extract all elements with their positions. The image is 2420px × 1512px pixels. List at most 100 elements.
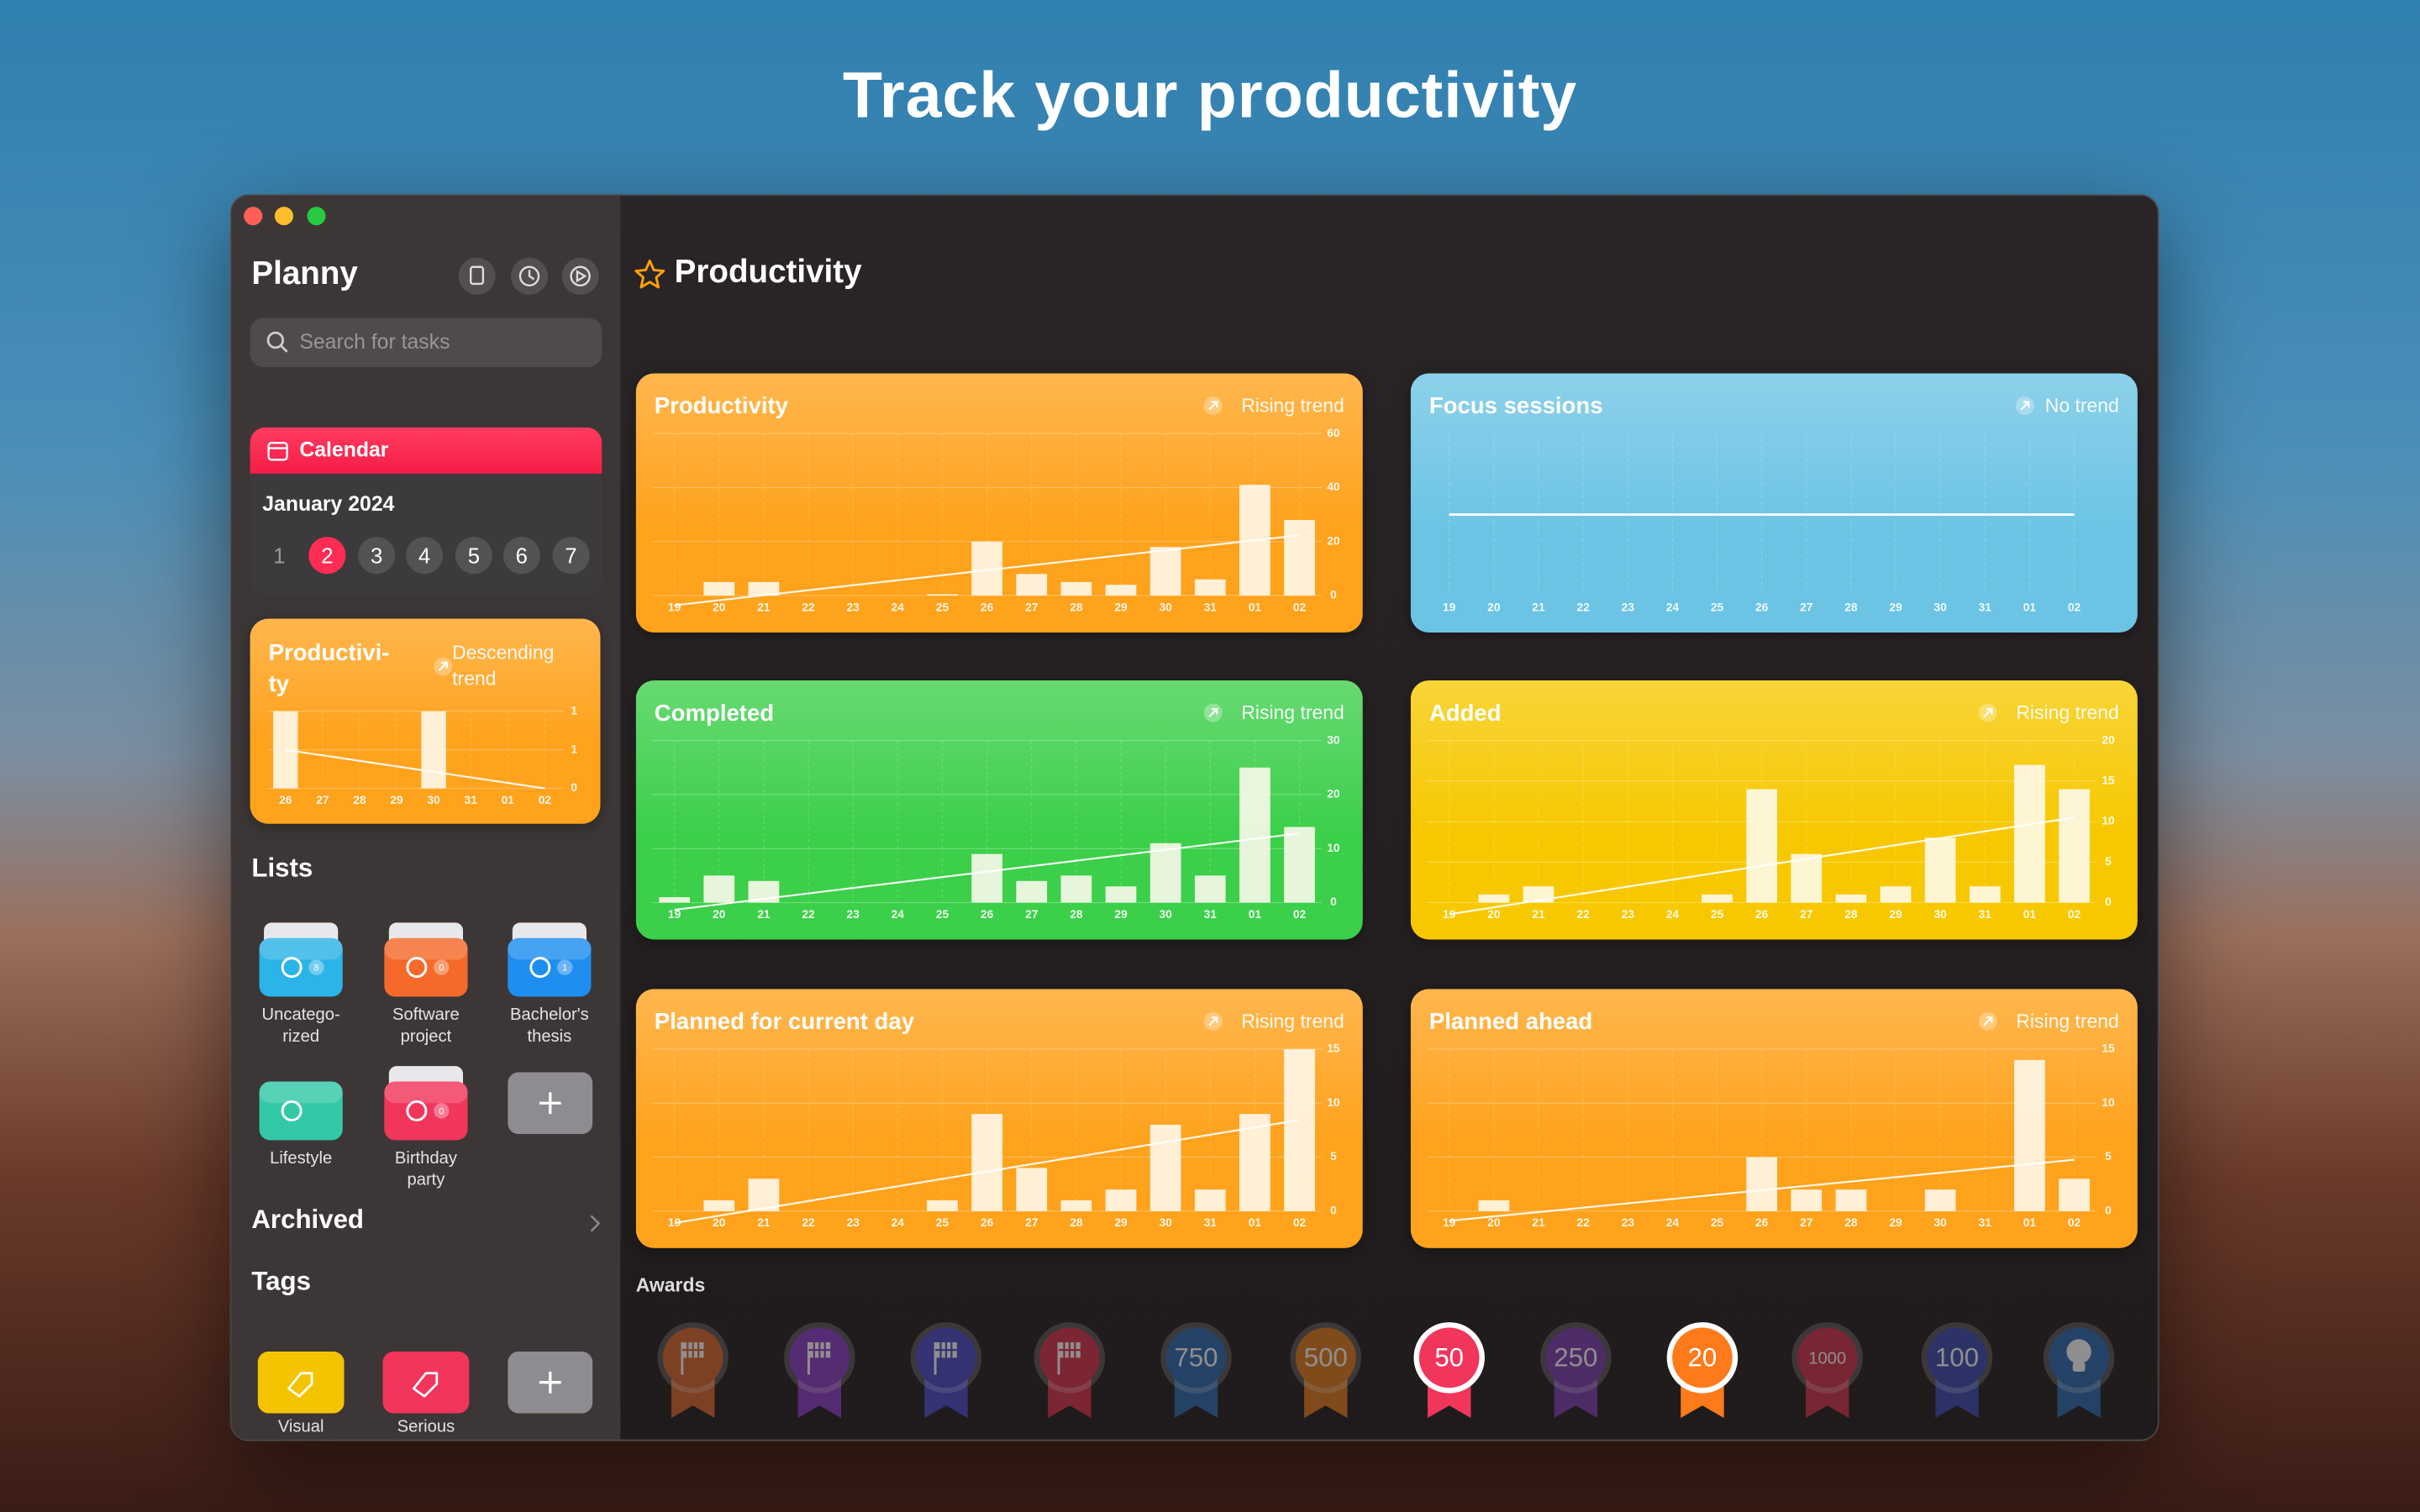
list-folder[interactable]: 0: [383, 916, 470, 1000]
chart-card[interactable]: 19 20 21 22 23 24 25 26 27 28 29 30 31 01 02 0 5 10 15 20 Ad…: [1410, 680, 2138, 940]
chart-card[interactable]: 19 20 21 22 23 24 25 26 27 28 29 30 31 01 02 0 5 10 15 Plan…: [1410, 989, 2138, 1248]
folder-icon: [281, 957, 302, 979]
x-tick-label: 25: [936, 601, 950, 613]
icon: [267, 441, 288, 461]
x-tick-label: 30: [427, 794, 440, 806]
trend-line: [674, 534, 1300, 606]
list-name: Lifestyle: [270, 1149, 333, 1168]
award-badge: 20: [1666, 1322, 1739, 1418]
list-name: Bachelor's thesis: [510, 1005, 589, 1046]
archived-row[interactable]: Archived: [251, 1205, 365, 1235]
chart-title: Productivi-ty: [268, 640, 390, 698]
x-tick-label: 26: [981, 601, 994, 613]
x-tick-label: 31: [465, 794, 478, 806]
award-label: 1000: [1808, 1350, 1846, 1368]
x-tick-label: 29: [1114, 1216, 1128, 1229]
calendar-day[interactable]: 6: [502, 537, 540, 575]
chart-title: Added: [1428, 700, 1502, 727]
x-tick-label: 25: [1711, 908, 1724, 921]
minimize-button[interactable]: [274, 207, 293, 226]
headline: Track your productivity: [842, 58, 1578, 132]
list-folder[interactable]: 0: [383, 1060, 470, 1143]
trend-icon: [1202, 1011, 1222, 1031]
chart-title: Focus sessions: [1428, 393, 1603, 420]
tag-button[interactable]: [257, 1351, 345, 1414]
search-icon: [266, 331, 288, 353]
chart-card[interactable]: 19 20 21 22 23 24 25 26 27 28 29 30 31 01 02 0 10 20 30 Com…: [635, 680, 1363, 940]
trend-line: [674, 1119, 1300, 1225]
page-title: Productivity: [674, 255, 862, 291]
plus-icon: [539, 1371, 561, 1394]
calendar-day[interactable]: 1: [273, 543, 286, 568]
toolbar-button[interactable]: [509, 256, 550, 297]
y-tick-label: 0: [2105, 895, 2112, 908]
trend-icon: [1977, 1011, 1997, 1031]
x-tick-label: 21: [757, 1216, 771, 1229]
bar: [1016, 880, 1048, 903]
x-tick-label: 31: [1204, 1216, 1218, 1229]
award-badge: 500: [1290, 1322, 1362, 1418]
bar: [1016, 574, 1048, 596]
icon: [1207, 707, 1218, 717]
calendar-widget[interactable]: Calendar January 2024 1 2 3 4 5 6 7: [250, 427, 602, 595]
x-tick-label: 21: [1532, 1216, 1545, 1229]
x-tick-label: 24: [892, 1216, 905, 1229]
x-tick-label: 26: [1755, 601, 1769, 613]
add-button[interactable]: [508, 1072, 593, 1135]
x-tick-label: 27: [1800, 1216, 1813, 1229]
bar: [2059, 1179, 2090, 1211]
list-folder[interactable]: 1: [506, 916, 592, 1000]
calendar-title: Calendar: [299, 438, 389, 462]
x-tick-label: 27: [1025, 601, 1039, 613]
x-tick-label: 22: [802, 1216, 815, 1229]
bar: [2014, 764, 2045, 903]
chart-card[interactable]: 19 20 21 22 23 24 25 26 27 28 29 30 31 01 02 0 20 40 60 Pro…: [635, 373, 1363, 633]
x-tick-label: 27: [1025, 1216, 1039, 1229]
x-tick-label: 28: [1070, 601, 1083, 613]
award-badge: 1000: [1791, 1322, 1863, 1418]
toolbar-button[interactable]: [457, 256, 497, 297]
y-tick-label: 30: [1327, 733, 1340, 746]
icon: [2066, 1339, 2091, 1364]
calendar-day[interactable]: 4: [406, 537, 444, 575]
count-badge: [434, 959, 450, 975]
x-tick-label: 01: [1249, 601, 1262, 613]
bar: [1702, 894, 1733, 903]
calendar-day[interactable]: 5: [455, 537, 492, 575]
bar: [1150, 547, 1181, 596]
medal-face: [1295, 1327, 1356, 1389]
bar: [1150, 1124, 1181, 1211]
icon: [528, 270, 535, 281]
calendar-day[interactable]: 3: [358, 537, 396, 575]
close-button[interactable]: [244, 207, 263, 226]
trend-line: [285, 748, 545, 790]
chart-card[interactable]: 19 20 21 22 23 24 25 26 27 28 29 30 31 01 02 0 5 10 15 Plan…: [635, 989, 1363, 1248]
icon: [1982, 1016, 1992, 1026]
icon: [266, 331, 285, 349]
bar: [1835, 894, 1867, 903]
list-folder[interactable]: 8: [258, 916, 345, 1000]
list-count: 0: [439, 1106, 444, 1116]
chart-trend: Rising trend: [1241, 395, 1344, 417]
bar: [273, 711, 298, 789]
calendar-day[interactable]: 7: [552, 537, 590, 575]
chart-card[interactable]: 26 27 28 29 30 31 01 02 0 1 1 Productivi-ty Descendi…: [250, 618, 601, 824]
x-tick-label: 29: [390, 794, 403, 806]
list-folder[interactable]: [258, 1060, 345, 1143]
award-label: 250: [1554, 1342, 1597, 1372]
x-tick-label: 27: [1800, 908, 1813, 921]
search-field[interactable]: Search for tasks: [250, 318, 602, 368]
bar: [1194, 875, 1226, 903]
x-tick-label: 26: [1755, 908, 1769, 921]
folder-shine: [384, 937, 468, 960]
x-tick-label: 02: [1293, 908, 1307, 921]
chart-card[interactable]: 19 20 21 22 23 24 25 26 27 28 29 30 31 01 02 Focus sess…: [1410, 373, 2138, 633]
calendar-day[interactable]: 2: [308, 537, 346, 575]
zoom-button[interactable]: [307, 207, 326, 226]
bar: [1105, 1189, 1137, 1211]
tag-button[interactable]: [382, 1351, 470, 1414]
toolbar-button[interactable]: [560, 256, 601, 297]
add-button[interactable]: [508, 1351, 593, 1414]
